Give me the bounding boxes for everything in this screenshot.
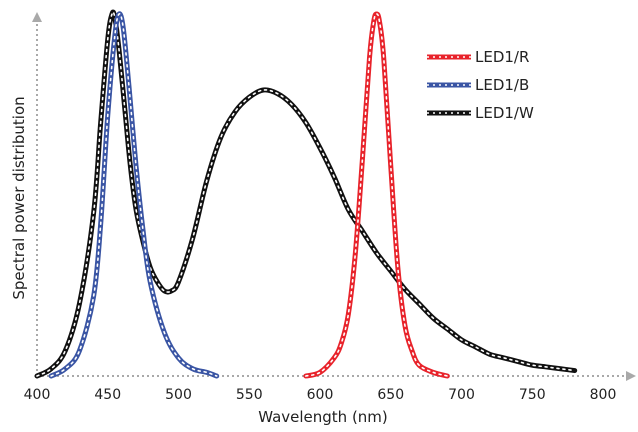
y-axis-title: Spectral power distribution [10,96,28,299]
x-axis-arrowhead [626,371,636,381]
x-tick-label: 500 [165,387,192,403]
legend-item: LED1/W [427,104,534,122]
x-axis-title: Wavelength (nm) [258,408,388,426]
x-tick-label: 650 [377,387,404,403]
y-axis-arrowhead [32,12,42,22]
series-line-led1-r [303,11,450,379]
x-tick-label: 800 [590,387,617,403]
axes [32,12,636,381]
legend-item: LED1/R [427,48,529,66]
x-tick-label: 700 [448,387,475,403]
x-tick-labels: 400 450 500 550 600 650 700 750 800 [24,387,617,403]
series-line-led1-w [34,9,578,379]
legend-label: LED1/B [475,76,529,94]
legend-label: LED1/R [475,48,529,66]
x-tick-label: 550 [236,387,263,403]
x-tick-label: 400 [24,387,51,403]
x-tick-label: 450 [94,387,121,403]
series-line-led1-b [48,11,220,379]
legend-label: LED1/W [475,104,534,122]
x-tick-label: 750 [519,387,546,403]
legend: LED1/R LED1/B LED1/W [427,48,534,122]
x-tick-label: 600 [307,387,334,403]
legend-item: LED1/B [427,76,529,94]
series-lines [34,9,578,379]
